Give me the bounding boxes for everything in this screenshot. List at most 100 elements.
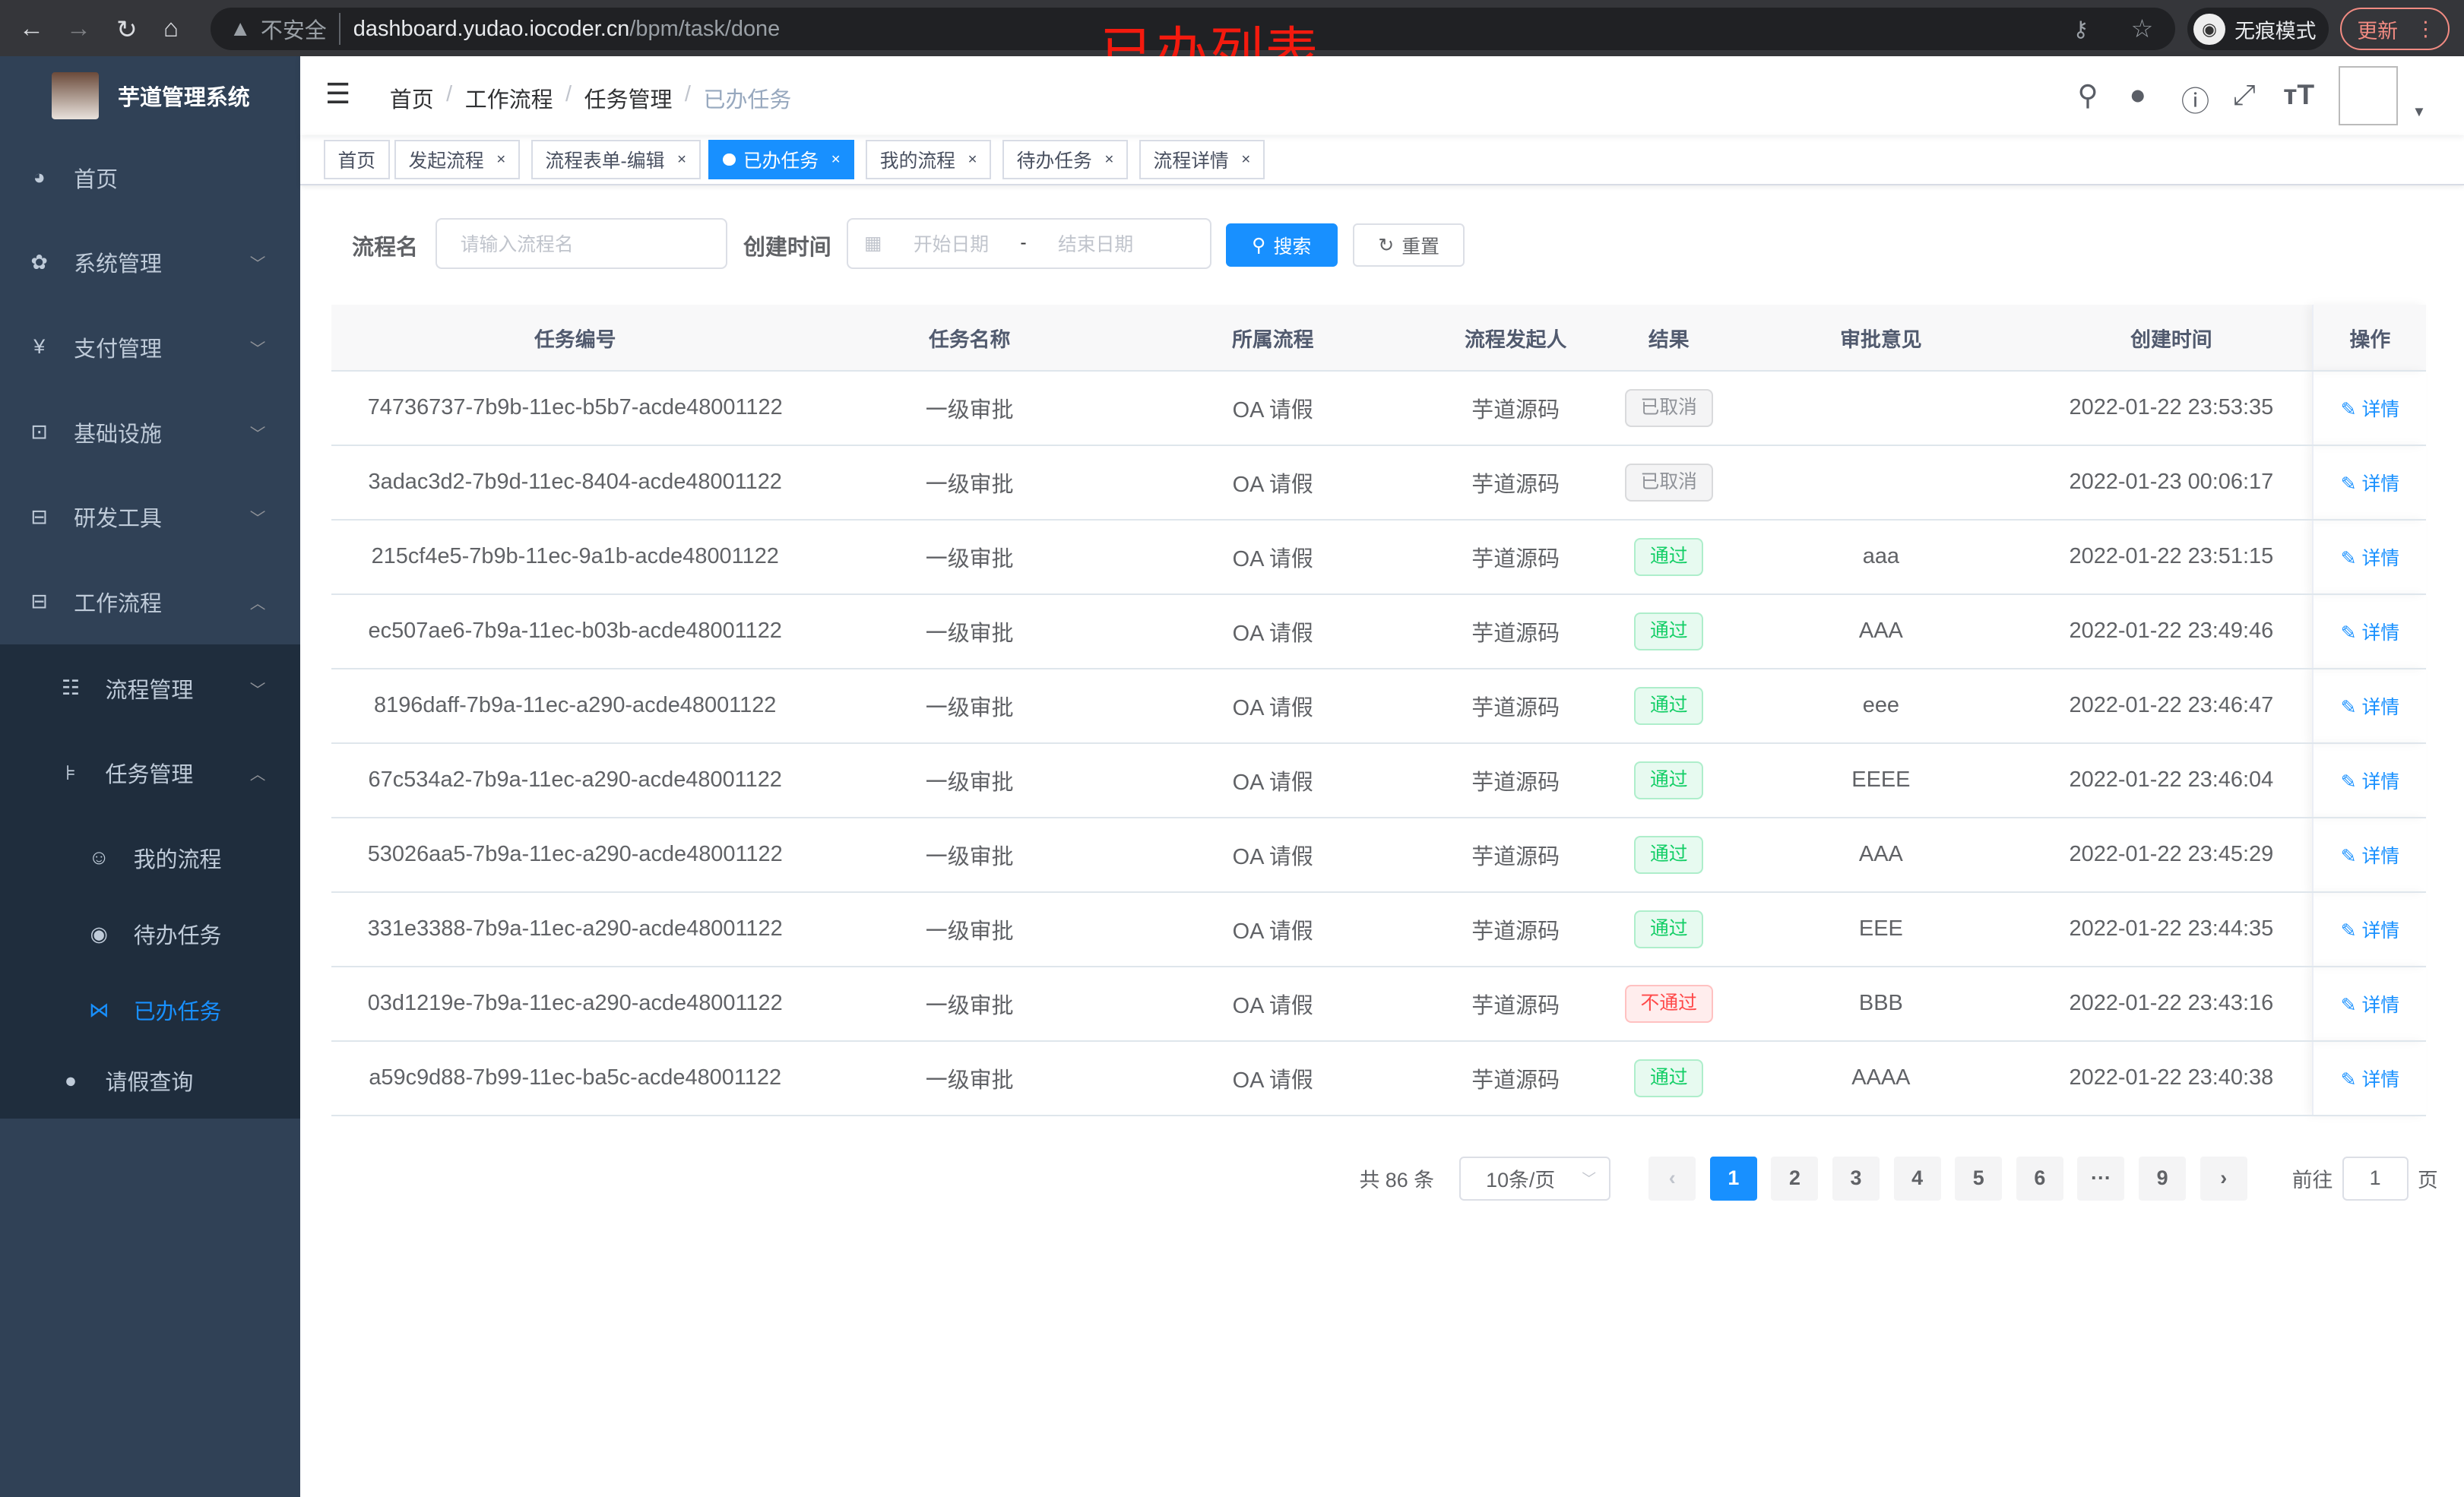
breadcrumb-item[interactable]: 任务管理: [584, 87, 673, 112]
sidebar-item[interactable]: ◉ 待办任务: [0, 891, 300, 976]
caret-down-icon[interactable]: ▼: [2412, 103, 2427, 120]
table-cell: aaa: [1731, 519, 2031, 595]
detail-button[interactable]: ✎ 详情: [2341, 772, 2399, 793]
sidebar-item-label: 支付管理: [74, 337, 162, 362]
detail-button[interactable]: ✎ 详情: [2341, 698, 2399, 718]
detail-button[interactable]: ✎ 详情: [2341, 995, 2399, 1016]
sidebar-item[interactable]: ✿ 系统管理 ﹀: [0, 220, 300, 305]
status-badge: 通过: [1634, 1059, 1704, 1097]
page-button[interactable]: 9: [2139, 1156, 2187, 1201]
hamburger-icon[interactable]: ☰: [325, 78, 351, 110]
back-icon[interactable]: ←: [18, 14, 44, 43]
prev-page-button[interactable]: ‹: [1648, 1156, 1696, 1201]
sidebar-item[interactable]: ¥ 支付管理 ﹀: [0, 305, 300, 390]
sidebar-item[interactable]: ◕ 首页: [0, 135, 300, 220]
breadcrumb-item[interactable]: 首页: [389, 87, 434, 112]
detail-label: 详情: [2361, 473, 2400, 495]
detail-button[interactable]: ✎ 详情: [2341, 847, 2399, 867]
next-page-button[interactable]: ›: [2200, 1156, 2247, 1201]
detail-button[interactable]: ✎ 详情: [2341, 474, 2399, 495]
table-cell: 2022-01-22 23:46:04: [2030, 742, 2314, 818]
date-range-picker[interactable]: ▦ 开始日期 - 结束日期: [847, 218, 1212, 269]
edit-icon: ✎: [2340, 548, 2357, 569]
page-button[interactable]: ···: [2077, 1156, 2125, 1201]
detail-button[interactable]: ✎ 详情: [2341, 400, 2399, 420]
sidebar-item[interactable]: ⋈ 已办任务: [0, 968, 300, 1053]
close-icon[interactable]: ×: [496, 150, 506, 168]
close-icon[interactable]: ×: [968, 150, 977, 168]
incognito-badge[interactable]: ◉ 无痕模式: [2187, 8, 2329, 51]
table-cell: 2022-01-22 23:40:38: [2030, 1040, 2314, 1116]
font-size-icon[interactable]: ᴛT: [2283, 78, 2315, 111]
detail-button[interactable]: ✎ 详情: [2341, 921, 2399, 942]
table-cell: BBB: [1731, 966, 2031, 1042]
close-icon[interactable]: ×: [1104, 150, 1114, 168]
page-size-select[interactable]: 10条/页 ﹀: [1459, 1156, 1610, 1201]
goto-page-input[interactable]: 1: [2342, 1156, 2409, 1201]
page-button[interactable]: 3: [1832, 1156, 1880, 1201]
close-icon[interactable]: ×: [831, 150, 841, 168]
fullscreen-icon[interactable]: ⤢: [2233, 78, 2256, 111]
table-cell: 2022-01-22 23:45:29: [2030, 817, 2314, 893]
help-icon[interactable]: ⓘ: [2181, 85, 2210, 118]
table-row: 03d1219e-7b9a-11ec-a290-acde48001122 一级审批…: [331, 966, 2427, 1042]
sidebar-item[interactable]: ⊧ 任务管理 ︿: [0, 730, 300, 815]
result-cell: 通过: [1606, 1040, 1732, 1116]
close-icon[interactable]: ×: [1241, 150, 1251, 168]
process-name-input[interactable]: 请输入流程名: [435, 218, 728, 269]
status-badge: 已取消: [1624, 389, 1713, 427]
close-icon[interactable]: ×: [676, 150, 687, 168]
toolbox-icon: ⊟: [30, 590, 48, 613]
star-icon[interactable]: ☆: [2130, 15, 2154, 44]
table-cell: eee: [1731, 668, 2031, 744]
forward-icon[interactable]: →: [65, 14, 91, 43]
table-cell: 03d1219e-7b9a-11ec-a290-acde48001122: [331, 966, 819, 1042]
chevron-down-icon: ﹀: [249, 681, 266, 699]
submenu-background: [0, 644, 300, 1119]
page-button[interactable]: 2: [1771, 1156, 1819, 1201]
sidebar-item[interactable]: ☷ 流程管理 ﹀: [0, 646, 300, 731]
tag-tab[interactable]: 流程详情 ×: [1139, 139, 1265, 179]
detail-button[interactable]: ✎ 详情: [2341, 1070, 2399, 1090]
reset-button[interactable]: ↻ 重置: [1353, 223, 1465, 267]
action-cell: ✎ 详情: [2312, 742, 2427, 818]
sidebar-item[interactable]: ⊟ 工作流程 ︿: [0, 559, 300, 644]
sidebar-item[interactable]: ⊟ 研发工具 ﹀: [0, 474, 300, 559]
tag-tab[interactable]: 首页: [323, 139, 390, 179]
detail-button[interactable]: ✎ 详情: [2341, 549, 2399, 569]
sidebar-item[interactable]: ● 请假查询: [0, 1039, 300, 1124]
key-icon[interactable]: ⚷: [2073, 17, 2089, 42]
page-size-value: 10条/页: [1486, 1169, 1556, 1192]
page-button[interactable]: 6: [2016, 1156, 2063, 1201]
reload-icon[interactable]: ↻: [116, 15, 138, 44]
tag-tab[interactable]: 我的流程 ×: [866, 139, 992, 179]
table-cell: 2022-01-22 23:44:35: [2030, 891, 2314, 967]
tag-tab[interactable]: 待办任务 ×: [1002, 139, 1128, 179]
tag-tab[interactable]: 发起流程 ×: [394, 139, 520, 179]
tag-label: 我的流程: [879, 150, 955, 172]
update-button[interactable]: 更新 ⋮: [2339, 8, 2450, 51]
table-row: ec507ae6-7b9a-11ec-b03b-acde48001122 一级审批…: [331, 593, 2427, 669]
tag-tab[interactable]: 已办任务 ×: [708, 139, 855, 179]
table-cell: a59c9d88-7b99-11ec-ba5c-acde48001122: [331, 1040, 819, 1116]
sidebar-item[interactable]: ☺ 我的流程: [0, 815, 300, 900]
tag-label: 流程表单-编辑: [545, 150, 665, 172]
detail-button[interactable]: ✎ 详情: [2341, 623, 2399, 644]
page-button[interactable]: 1: [1709, 1156, 1757, 1201]
sidebar-item[interactable]: ⊡ 基础设施 ﹀: [0, 390, 300, 475]
breadcrumb-separator: /: [446, 81, 453, 106]
page-button[interactable]: 4: [1893, 1156, 1941, 1201]
page-button[interactable]: 5: [1955, 1156, 2003, 1201]
avatar[interactable]: [2338, 65, 2399, 126]
home-icon[interactable]: ⌂: [163, 14, 179, 43]
navbar: ☰ 首页 / 工作流程 / 任务管理 / 已办任务 ⚲ ● ⓘ ⤢ ᴛT ▼: [300, 56, 2464, 135]
address-bar[interactable]: ▲ 不安全 dashboard.yudao.iocoder.cn/bpm/tas…: [211, 8, 2175, 51]
breadcrumb-item[interactable]: 工作流程: [464, 87, 553, 112]
search-icon[interactable]: ⚲: [2077, 79, 2098, 112]
search-button[interactable]: ⚲ 搜索: [1225, 223, 1338, 267]
tag-tab[interactable]: 流程表单-编辑 ×: [530, 139, 701, 179]
table-cell: 芋道源码: [1425, 445, 1607, 521]
eye-icon: ◉: [90, 922, 108, 945]
column-header: 流程发起人: [1425, 305, 1607, 372]
github-icon[interactable]: ●: [2129, 78, 2147, 111]
